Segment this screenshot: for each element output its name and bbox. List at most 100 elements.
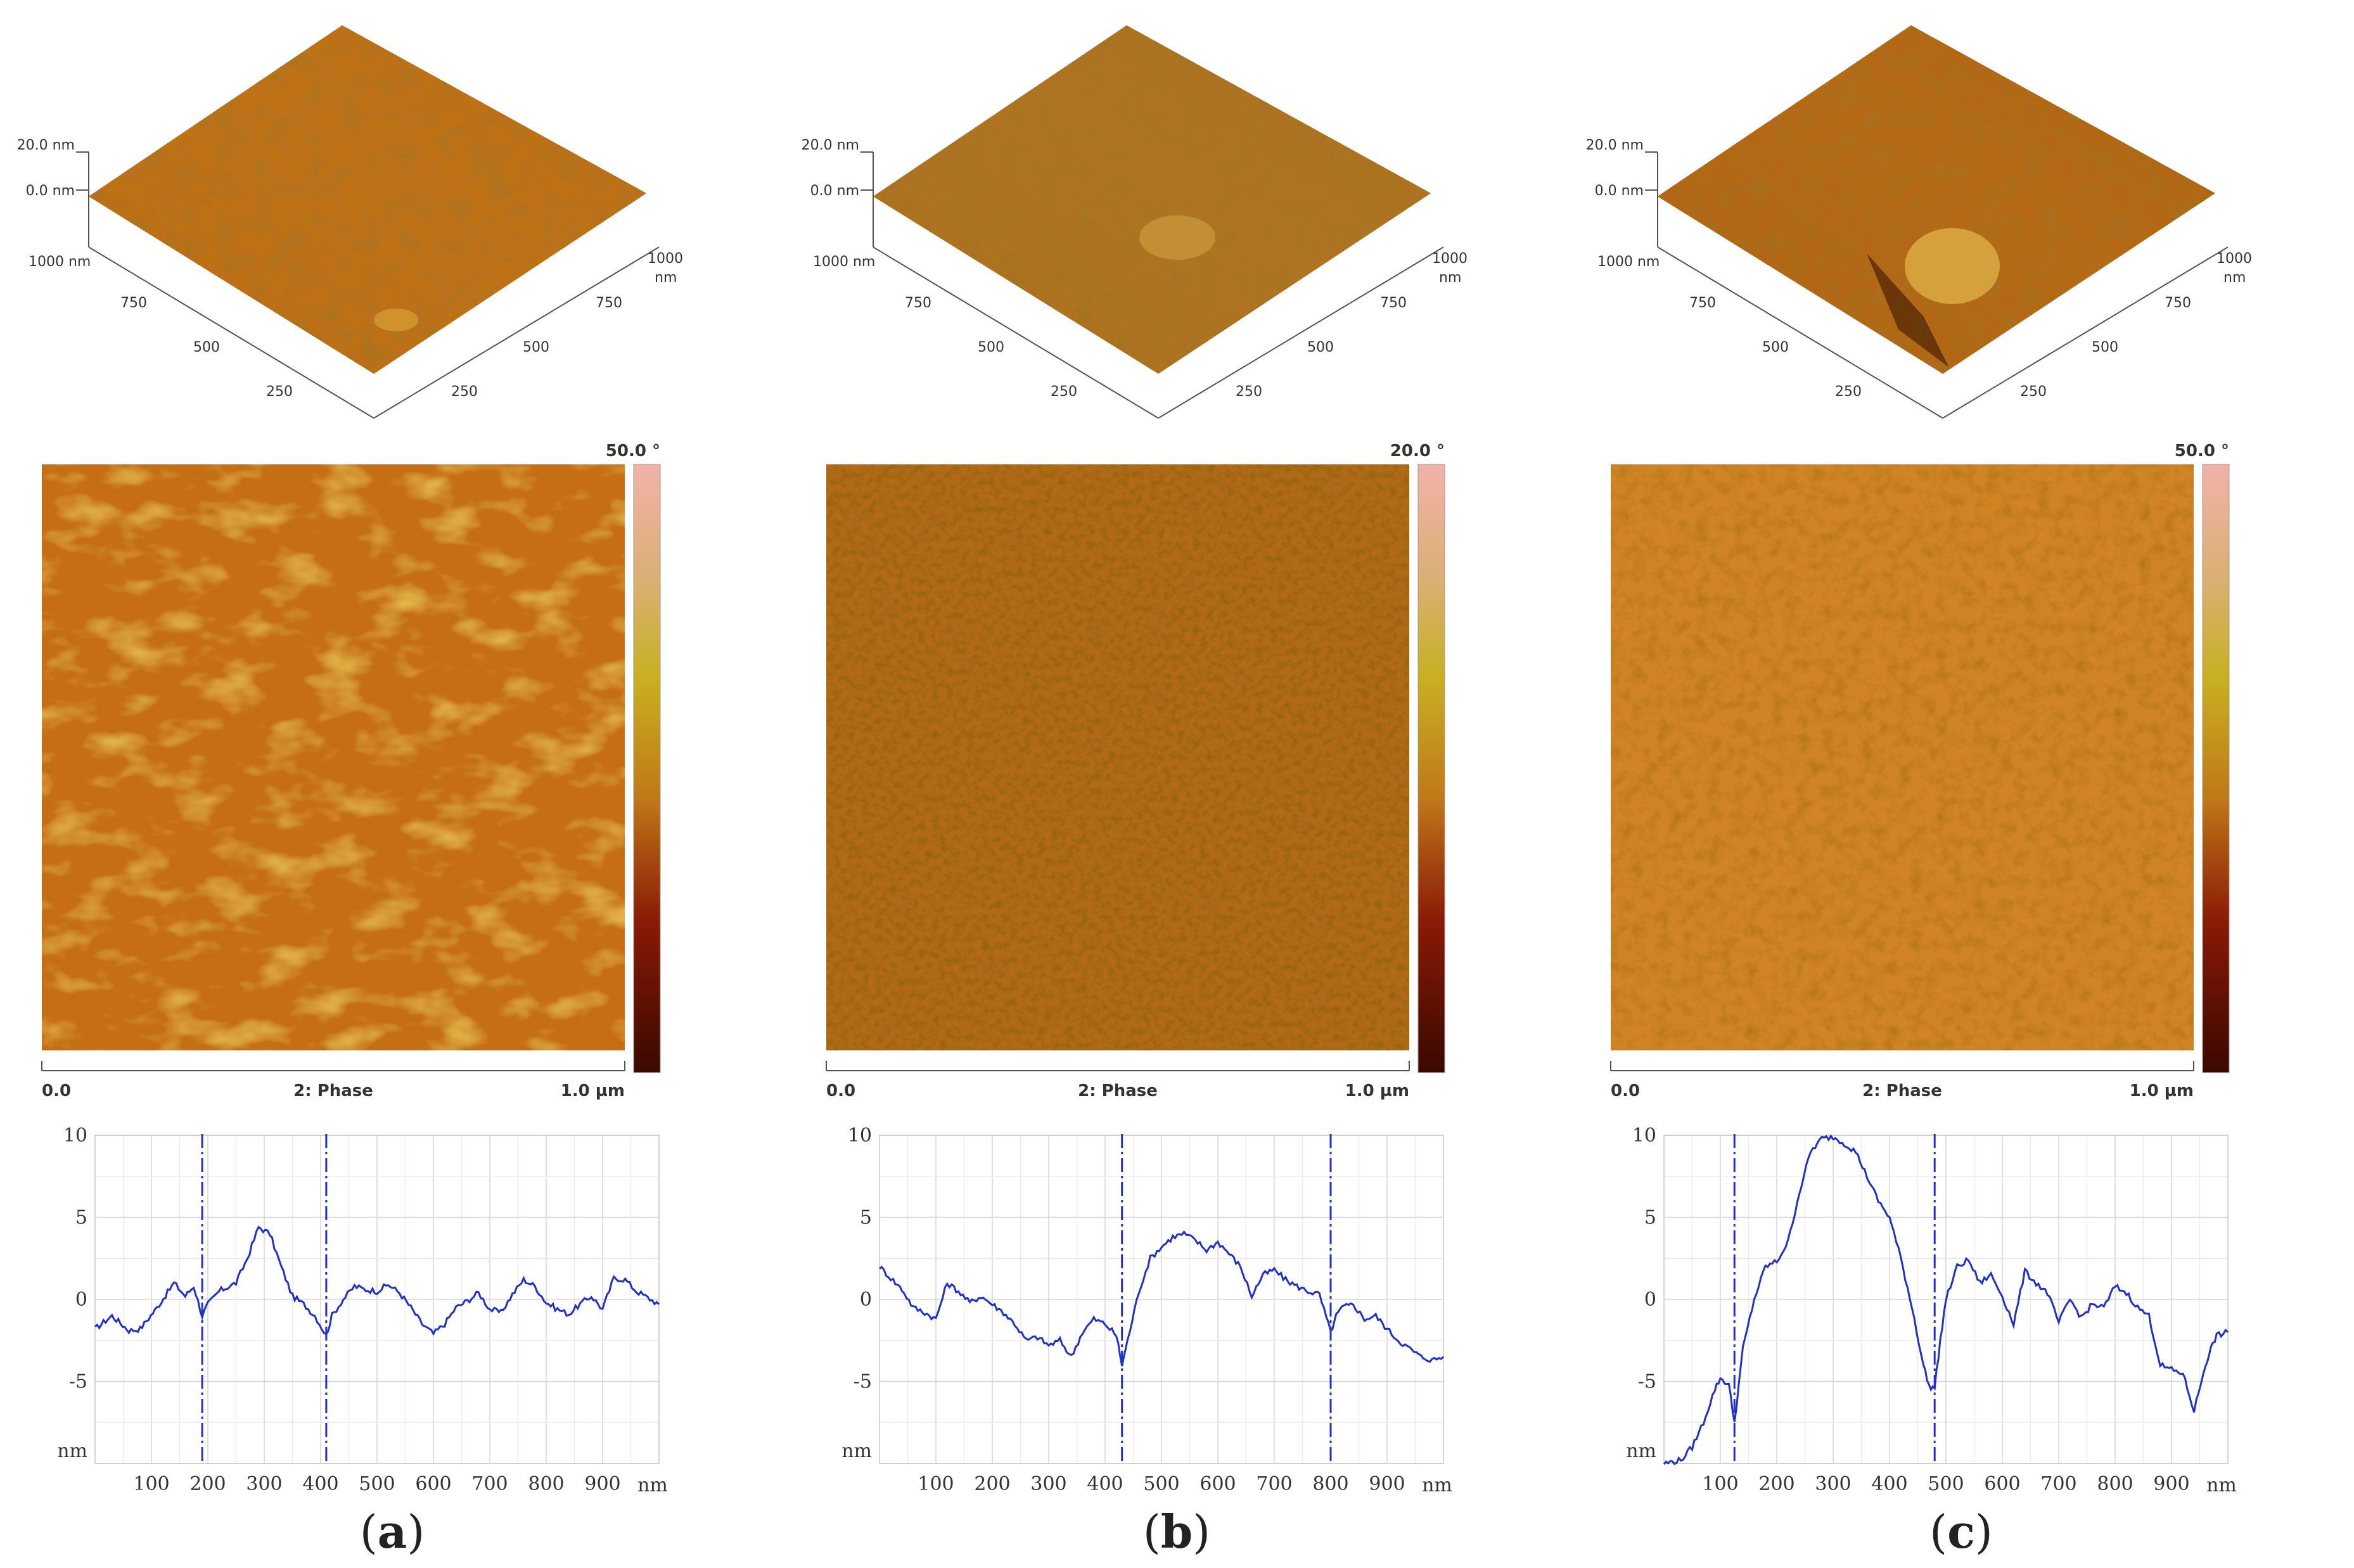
z-label-min: 0.0 nm — [26, 183, 75, 199]
x-tick-label: 100 — [1702, 1473, 1738, 1495]
surface-3d-c: 20.0 nm 0.0 nm 1000 nm 750 500 250 1000 nm 750 50… — [1586, 25, 2252, 419]
height-profile-chart-c: 10 5 0 -5 nm 100 200 300 400 500 600 700 800 900 nm — [1626, 1125, 2237, 1496]
y-tick-label: -5 — [69, 1371, 87, 1393]
color-scale-max: 20.0 ° — [1390, 442, 1445, 461]
z-label-max: 20.0 nm — [1586, 137, 1644, 153]
x-tick-label: 100 — [918, 1473, 954, 1495]
surface-bump — [374, 309, 418, 331]
x-axis-label: nm — [637, 1474, 668, 1496]
left-axis-label: 750 — [1689, 295, 1716, 311]
right-axis-label: nm — [1439, 270, 1461, 286]
left-axis-label: 750 — [905, 295, 931, 311]
left-axis-label: 500 — [1762, 340, 1789, 355]
figure-panel-c: 20.0 nm 0.0 nm 1000 nm 750 500 250 1000 nm 750 50… — [1569, 0, 2353, 1568]
x-tick-label: 600 — [415, 1473, 451, 1495]
x-tick-label: 300 — [1030, 1473, 1066, 1495]
phase-title: 2: Phase — [293, 1081, 373, 1100]
surface-3d-a: 20.0 nm 0.0 nm 1000 nm 750 500 250 1000 nm 750 50… — [17, 25, 683, 419]
x-tick-label: 800 — [528, 1473, 564, 1495]
y-tick-label: -5 — [1638, 1371, 1656, 1393]
phase-x-start: 0.0 — [42, 1081, 71, 1100]
x-tick-label: 200 — [974, 1473, 1010, 1495]
right-axis-label: 500 — [1307, 340, 1334, 355]
right-axis-label: nm — [655, 270, 677, 286]
x-tick-label: 900 — [2153, 1473, 2189, 1495]
y-tick-label: 10 — [848, 1125, 872, 1147]
right-axis-label: 750 — [596, 295, 622, 311]
left-axis-label: 250 — [1835, 384, 1862, 400]
color-scale-bar — [633, 464, 661, 1073]
x-tick-label: 100 — [133, 1473, 169, 1495]
caption-a: (a) — [359, 1505, 425, 1558]
y-axis-right — [373, 246, 660, 419]
x-tick-label: 300 — [246, 1473, 282, 1495]
figure-panel-b: 20.0 nm 0.0 nm 1000 nm 750 500 250 1000 nm 750 50… — [784, 0, 1569, 1568]
right-axis-label: 500 — [523, 340, 549, 355]
right-axis-label: 1000 — [1432, 251, 1468, 267]
caption-c: (c) — [1929, 1505, 1993, 1558]
x-tick-label: 700 — [2040, 1473, 2076, 1495]
phase-x-start: 0.0 — [1611, 1081, 1640, 1100]
surface-texture — [1658, 25, 2215, 374]
z-label-min: 0.0 nm — [1595, 183, 1644, 199]
phase-map-a: 50.0 ° 0.0 2: Phase 1.0 µm — [41, 442, 661, 1100]
profile-series-line — [94, 1225, 660, 1336]
height-profile-chart-b: 10 5 0 -5 nm 100 200 300 400 500 600 700 800 900 nm — [841, 1125, 1452, 1496]
z-label-min: 0.0 nm — [810, 183, 859, 199]
y-tick-label: 10 — [1632, 1125, 1656, 1147]
y-tick-label: 0 — [1644, 1289, 1656, 1311]
phase-image-texture — [1611, 464, 2194, 1050]
right-axis-label: 1000 — [2216, 251, 2252, 267]
caption-b: (b) — [1142, 1505, 1211, 1558]
phase-title: 2: Phase — [1862, 1081, 1942, 1100]
y-tick-label: 5 — [1644, 1207, 1656, 1229]
left-axis-label: 1000 nm — [1597, 254, 1660, 270]
profile-series-line — [879, 1230, 1445, 1367]
x-tick-label: 400 — [1087, 1473, 1123, 1495]
plot-frame — [879, 1135, 1444, 1464]
x-tick-label: 700 — [1256, 1473, 1292, 1495]
y-tick-label: 0 — [75, 1289, 87, 1311]
x-tick-label: 900 — [1369, 1473, 1405, 1495]
y-axis-right — [1158, 246, 1444, 419]
y-tick-label: 5 — [860, 1207, 872, 1229]
right-axis-label: 500 — [2092, 340, 2118, 355]
plot-frame — [1663, 1135, 2229, 1464]
right-axis-label: 1000 — [648, 251, 683, 267]
z-label-max: 20.0 nm — [802, 137, 859, 153]
y-tick-label: 5 — [75, 1207, 87, 1229]
phase-image-texture — [826, 464, 1409, 1050]
x-tick-label: 600 — [1199, 1473, 1236, 1495]
x-tick-label: 300 — [1815, 1473, 1851, 1495]
left-axis-label: 500 — [193, 340, 220, 355]
right-axis-label: 750 — [1380, 295, 1407, 311]
left-axis-label: 500 — [978, 340, 1004, 355]
phase-x-end: 1.0 µm — [561, 1081, 625, 1100]
phase-x-start: 0.0 — [826, 1081, 855, 1100]
z-label-max: 20.0 nm — [17, 137, 75, 153]
surface-valley — [1867, 253, 1949, 367]
left-axis-label: 250 — [1051, 384, 1077, 400]
surface-3d-b: 20.0 nm 0.0 nm 1000 nm 750 500 250 1000 nm 750 50… — [802, 25, 1468, 419]
phase-image-texture — [42, 464, 625, 1050]
height-profile-chart-a: 10 5 0 -5 nm 100 200 300 400 500 600 700 800 900 nm — [57, 1125, 668, 1496]
y-axis-label: nm — [841, 1440, 872, 1462]
phase-x-end: 1.0 µm — [2130, 1081, 2194, 1100]
x-tick-label: 500 — [1928, 1473, 1964, 1495]
color-scale-max: 50.0 ° — [2175, 442, 2229, 461]
phase-map-b: 20.0 ° 0.0 2: Phase 1.0 µm — [826, 442, 1445, 1100]
plot-frame — [94, 1135, 660, 1464]
right-axis-label: 250 — [1236, 384, 1262, 400]
x-tick-label: 800 — [2097, 1473, 2133, 1495]
left-axis-label: 1000 nm — [813, 254, 875, 270]
phase-x-end: 1.0 µm — [1345, 1081, 1409, 1100]
x-tick-label: 600 — [1984, 1473, 2020, 1495]
x-tick-label: 900 — [584, 1473, 620, 1495]
color-scale-max: 50.0 ° — [606, 442, 660, 461]
x-axis-left — [873, 246, 1159, 419]
right-axis-label: 750 — [2165, 295, 2191, 311]
color-scale-bar — [1417, 464, 1445, 1073]
x-tick-label: 200 — [189, 1473, 226, 1495]
profile-series-line — [1663, 1134, 2229, 1465]
surface-bump — [1139, 215, 1215, 260]
